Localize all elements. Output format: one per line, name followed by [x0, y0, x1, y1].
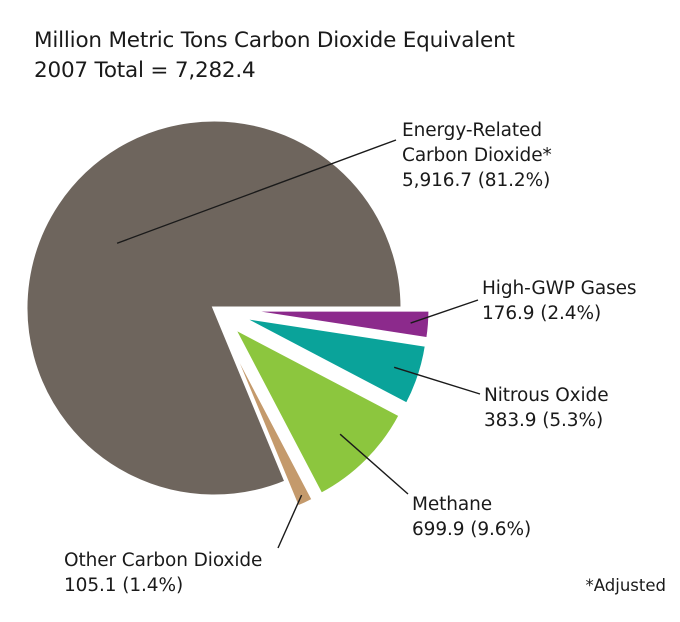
- chart-subtitle: 2007 Total = 7,282.4: [34, 58, 256, 83]
- chart-title-block: Million Metric Tons Carbon Dioxide Equiv…: [34, 26, 515, 86]
- label-nitrous-oxide-name: Nitrous Oxide: [484, 385, 609, 406]
- leader-line-nitrous-oxide: [393, 366, 481, 395]
- label-energy-related-co2-name-line2: Carbon Dioxide*: [402, 145, 552, 166]
- label-methane-name: Methane: [412, 494, 493, 515]
- pie-slice-energy-related-carbon-dioxide: [24, 118, 404, 498]
- pie-slice-other-carbon-dioxide: [224, 332, 316, 510]
- label-nitrous-oxide-value: 383.9 (5.3%): [484, 410, 604, 431]
- label-nitrous-oxide: Nitrous Oxide 383.9 (5.3%): [484, 383, 609, 433]
- label-other-co2-name: Other Carbon Dioxide: [64, 550, 263, 571]
- label-other-co2-value: 105.1 (1.4%): [64, 575, 184, 596]
- pie-slice-high-gwp-gases: [241, 308, 432, 341]
- footnote: *Adjusted: [585, 576, 666, 595]
- label-energy-related-co2-value: 5,916.7 (81.2%): [402, 170, 551, 191]
- leader-lines: [116, 139, 481, 549]
- leader-line-methane: [339, 433, 409, 495]
- label-high-gwp-gases: High-GWP Gases 176.9 (2.4%): [482, 276, 637, 326]
- label-methane-value: 699.9 (9.6%): [412, 519, 532, 540]
- pie-slices: [24, 118, 432, 510]
- leader-line-other-carbon-dioxide: [277, 494, 303, 549]
- label-energy-related-co2: Energy-Related Carbon Dioxide* 5,916.7 (…: [402, 118, 552, 193]
- leader-line-energy-related-carbon-dioxide: [116, 139, 397, 244]
- pie-slice-methane: [230, 324, 403, 497]
- label-other-co2: Other Carbon Dioxide 105.1 (1.4%): [64, 548, 262, 598]
- chart-title: Million Metric Tons Carbon Dioxide Equiv…: [34, 28, 515, 53]
- leader-line-high-gwp-gases: [410, 299, 479, 324]
- label-high-gwp-gases-value: 176.9 (2.4%): [482, 303, 602, 324]
- label-energy-related-co2-name-line1: Energy-Related: [402, 120, 542, 141]
- label-methane: Methane 699.9 (9.6%): [412, 492, 531, 542]
- label-high-gwp-gases-name: High-GWP Gases: [482, 278, 637, 299]
